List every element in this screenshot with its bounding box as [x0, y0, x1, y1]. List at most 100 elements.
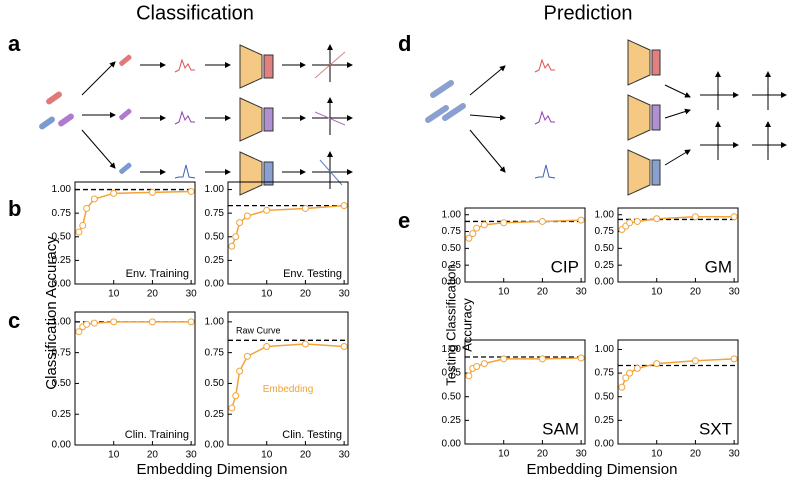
- x-tick-label: 30: [729, 287, 741, 298]
- plot-label: Clin. Training: [125, 429, 189, 441]
- y-tick-label: 0.00: [442, 439, 462, 450]
- y-tick-label: 1.00: [442, 209, 462, 220]
- y-tick-label: 0.00: [52, 279, 72, 290]
- x-tick-label: 10: [498, 449, 510, 460]
- marker: [83, 320, 91, 328]
- y-tick-label: 0.25: [52, 409, 72, 420]
- x-tick-label: 10: [108, 289, 120, 300]
- panel-letter: e: [398, 208, 410, 233]
- marker: [633, 217, 641, 225]
- y-tick-label: 0.00: [52, 440, 72, 451]
- marker: [500, 219, 508, 227]
- marker: [473, 224, 481, 232]
- marker: [110, 189, 118, 197]
- title: Prediction: [544, 2, 633, 24]
- marker: [90, 195, 98, 203]
- panel-letter: b: [8, 196, 21, 221]
- marker: [626, 219, 634, 227]
- marker: [730, 355, 738, 363]
- y-tick-label: 0.50: [52, 378, 72, 389]
- panel-letter: d: [398, 31, 411, 56]
- plot-label: GM: [705, 257, 732, 276]
- marker: [148, 188, 156, 196]
- plot-frame: [617, 207, 739, 283]
- y-tick-label: 0.50: [442, 391, 462, 402]
- axis-label: Testing Classification: [443, 264, 458, 385]
- x-tick-label: 20: [690, 449, 702, 460]
- plot-label: SAM: [542, 419, 579, 438]
- y-tick-label: 0.50: [442, 243, 462, 254]
- marker: [730, 213, 738, 221]
- marker: [653, 215, 661, 223]
- diagram: [39, 39, 787, 196]
- plot-frame: [227, 181, 349, 285]
- x-tick-label: 30: [339, 450, 351, 461]
- plot-frame: [617, 339, 739, 445]
- panel-letter: a: [8, 31, 21, 56]
- marker: [301, 204, 309, 212]
- axis-label: Accuracy: [459, 298, 474, 352]
- y-tick-label: 0.25: [442, 260, 462, 271]
- annotation: Raw Curve: [236, 326, 281, 336]
- marker: [465, 234, 473, 242]
- plot-frame: [74, 181, 196, 285]
- y-tick-label: 0.50: [595, 243, 615, 254]
- y-tick-label: 0.00: [205, 279, 225, 290]
- marker: [340, 202, 348, 210]
- marker: [480, 360, 488, 368]
- y-tick-label: 1.00: [205, 316, 225, 327]
- y-tick-label: 0.75: [205, 347, 225, 358]
- marker: [75, 228, 83, 236]
- marker: [691, 213, 699, 221]
- marker: [473, 362, 481, 370]
- marker: [622, 374, 630, 382]
- x-tick-label: 20: [300, 450, 312, 461]
- marker: [75, 328, 83, 336]
- y-tick-label: 0.75: [442, 368, 462, 379]
- y-tick-label: 0.50: [205, 231, 225, 242]
- y-tick-label: 0.75: [595, 226, 615, 237]
- line: [621, 358, 735, 388]
- y-tick-label: 1.00: [595, 209, 615, 220]
- marker: [83, 204, 91, 212]
- marker: [500, 355, 508, 363]
- plot-label: CIP: [551, 257, 579, 276]
- x-tick-label: 30: [576, 287, 588, 298]
- marker: [243, 212, 251, 220]
- plot-label: Env. Training: [126, 268, 189, 280]
- x-tick-label: 30: [576, 449, 588, 460]
- plot-label: Clin. Testing: [282, 429, 342, 441]
- axis-label: Embedding Dimension: [527, 461, 678, 478]
- y-tick-label: 1.00: [205, 184, 225, 195]
- x-tick-label: 30: [186, 289, 198, 300]
- marker: [577, 354, 585, 362]
- y-tick-label: 1.00: [52, 184, 72, 195]
- y-tick-label: 1.00: [595, 344, 615, 355]
- marker: [110, 318, 118, 326]
- x-tick-label: 30: [729, 449, 741, 460]
- y-tick-label: 0.75: [595, 368, 615, 379]
- marker: [577, 216, 585, 224]
- x-tick-label: 10: [108, 450, 120, 461]
- y-tick-label: 0.50: [205, 378, 225, 389]
- marker: [465, 372, 473, 380]
- y-tick-label: 0.50: [52, 231, 72, 242]
- marker: [232, 392, 240, 400]
- y-tick-label: 0.00: [595, 439, 615, 450]
- marker: [187, 187, 195, 195]
- plot-label: Env. Testing: [283, 268, 342, 280]
- x-tick-label: 20: [537, 287, 549, 298]
- marker: [228, 242, 236, 250]
- y-tick-label: 1.00: [442, 344, 462, 355]
- x-tick-label: 10: [498, 287, 510, 298]
- marker: [236, 367, 244, 375]
- y-tick-label: 0.50: [595, 391, 615, 402]
- x-tick-label: 30: [186, 450, 198, 461]
- marker: [228, 404, 236, 412]
- marker: [187, 318, 195, 326]
- y-tick-label: 0.75: [52, 208, 72, 219]
- marker: [653, 360, 661, 368]
- y-tick-label: 0.00: [595, 277, 615, 288]
- x-tick-label: 20: [690, 287, 702, 298]
